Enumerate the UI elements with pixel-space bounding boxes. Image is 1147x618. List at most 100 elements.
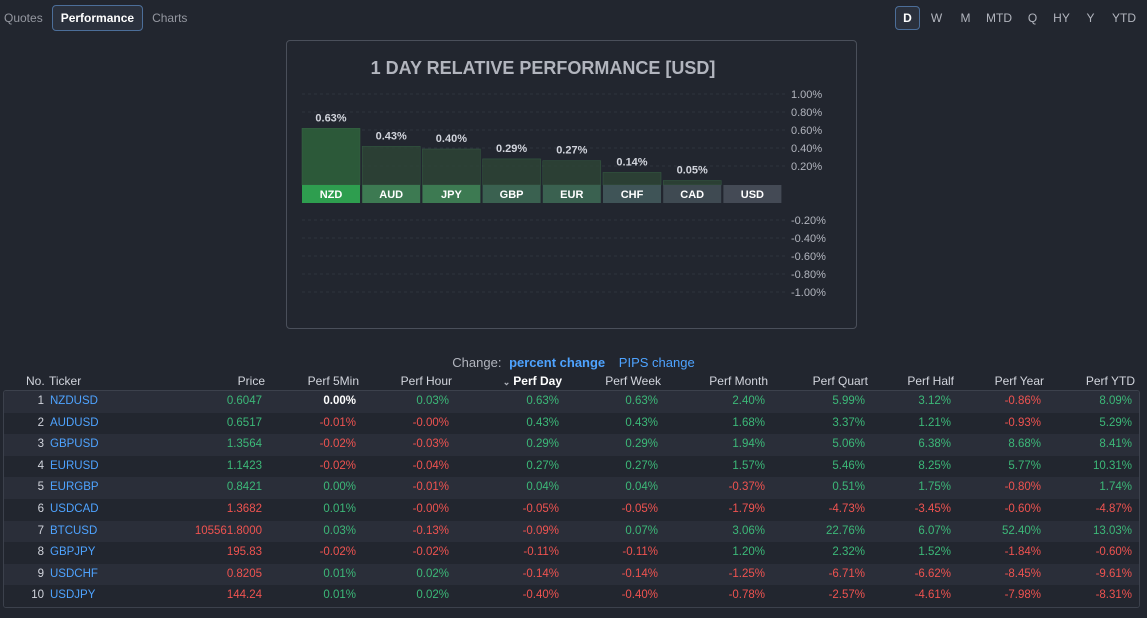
- period-ytd-button[interactable]: YTD: [1112, 11, 1136, 25]
- perf-cell: 0.07%: [625, 524, 658, 537]
- chart-bar: [602, 172, 662, 186]
- perf-cell: -6.62%: [914, 567, 951, 580]
- table-row[interactable]: 1 NZDUSD 0.6047 0.00% 0.03% 0.63% 0.63% 2.40% 5.…: [4, 391, 1139, 413]
- price-cell: 1.3682: [226, 503, 262, 515]
- table-row[interactable]: 10 USDJPY 144.24 0.01% 0.02% -0.40% -0.40% -0.7…: [4, 585, 1139, 607]
- category-label: NZD: [320, 189, 343, 201]
- ticker-link[interactable]: USDCHF: [50, 567, 98, 580]
- perf-cell: -0.86%: [1004, 395, 1041, 407]
- table-row[interactable]: 6 USDCAD 1.3682 0.01% -0.00% -0.05% -0.05% -1.7…: [4, 499, 1139, 521]
- table-row[interactable]: 9 USDCHF 0.8205 0.01% 0.02% -0.14% -0.14% -1.25…: [4, 563, 1139, 586]
- column-header-perf-5min[interactable]: Perf 5Min: [307, 374, 359, 388]
- perf-cell: 3.06%: [732, 524, 765, 537]
- ticker-link[interactable]: USDJPY: [50, 589, 96, 602]
- column-header-ticker[interactable]: Ticker: [49, 374, 82, 388]
- perf-cell: 2.40%: [732, 395, 765, 407]
- bar-value-label: 0.27%: [556, 145, 587, 157]
- column-header-perf-half[interactable]: Perf Half: [907, 374, 954, 388]
- category-label: AUD: [379, 189, 403, 201]
- category-label-box: [482, 185, 541, 203]
- table-row[interactable]: 7 BTCUSD 105561.8000 0.03% -0.13% -0.09% 0.07%…: [4, 520, 1139, 543]
- perf-cell: 22.76%: [825, 524, 865, 537]
- ticker-link[interactable]: USDCAD: [50, 503, 99, 515]
- pips-change-option[interactable]: PIPS change: [618, 355, 695, 370]
- ticker-link[interactable]: EURUSD: [50, 459, 99, 472]
- perf-cell: -0.11%: [622, 546, 658, 559]
- row-number: 3: [37, 438, 44, 451]
- perf-cell: -0.80%: [1004, 481, 1041, 494]
- price-cell: 0.6517: [226, 416, 262, 429]
- table-row[interactable]: 3 GBPUSD 1.3564 -0.02% -0.03% 0.29% 0.29% 1.94%…: [4, 434, 1139, 456]
- table-row[interactable]: 8 GBPJPY 195.83 -0.02% -0.02% -0.11% -0.11% 1.2…: [4, 542, 1139, 564]
- price-cell: 0.8205: [226, 567, 262, 580]
- ticker-link[interactable]: AUDUSD: [50, 416, 99, 429]
- perf-cell: 5.99%: [832, 395, 865, 407]
- perf-cell: 1.68%: [732, 416, 765, 429]
- table-row[interactable]: 2 AUDUSD 0.6517 -0.01% -0.00% 0.43% 0.43% 1.68%…: [4, 412, 1139, 435]
- y-tick-label: 0.60%: [791, 125, 822, 137]
- perf-cell: 1.52%: [918, 546, 951, 559]
- column-header-perf-year[interactable]: Perf Year: [994, 374, 1044, 388]
- period-w-button[interactable]: W: [930, 11, 943, 25]
- ticker-link[interactable]: BTCUSD: [50, 524, 98, 537]
- column-header-perf-ytd[interactable]: Perf YTD: [1085, 374, 1135, 388]
- percent-change-option[interactable]: percent change: [509, 355, 606, 370]
- ticker-link[interactable]: GBPUSD: [50, 438, 99, 451]
- y-tick-label: -0.20%: [791, 215, 826, 227]
- tab-quotes[interactable]: Quotes: [4, 11, 43, 25]
- ticker-link[interactable]: EURGBP: [50, 481, 99, 494]
- y-tick-label: -0.60%: [791, 251, 826, 263]
- perf-cell: -0.02%: [319, 438, 356, 451]
- period-m-button[interactable]: M: [960, 11, 971, 25]
- perf-cell: 0.04%: [526, 481, 559, 494]
- perf-cell: -0.60%: [1004, 503, 1041, 515]
- period-y-button[interactable]: Y: [1086, 11, 1095, 25]
- ticker-link[interactable]: NZDUSD: [50, 395, 98, 407]
- column-header-perf-hour[interactable]: Perf Hour: [400, 374, 452, 388]
- category-label-box: [663, 185, 722, 203]
- column-header-price[interactable]: Price: [237, 374, 265, 388]
- perf-cell: -0.11%: [523, 546, 559, 559]
- period-q-button[interactable]: Q: [1027, 11, 1038, 25]
- perf-cell: 5.06%: [832, 438, 865, 451]
- chart-bar: [361, 146, 421, 186]
- bar-value-label: 0.29%: [496, 143, 527, 155]
- ticker-link[interactable]: GBPJPY: [50, 546, 96, 559]
- perf-cell: 1.21%: [918, 416, 951, 429]
- column-header-perf-day[interactable]: ⌄ Perf Day: [503, 374, 562, 388]
- period-mtd-button[interactable]: MTD: [986, 11, 1012, 25]
- bar-value-label: 0.14%: [616, 156, 647, 168]
- row-number: 6: [37, 503, 44, 515]
- column-header-perf-quart[interactable]: Perf Quart: [812, 374, 868, 388]
- tab-performance[interactable]: Performance: [51, 5, 144, 31]
- perf-cell: 0.02%: [416, 589, 449, 602]
- y-tick-label: 0.20%: [791, 161, 822, 173]
- change-label: Change:: [452, 355, 502, 370]
- perf-cell: 0.03%: [323, 524, 356, 537]
- perf-cell: 8.25%: [918, 459, 951, 472]
- column-header-perf-month[interactable]: Perf Month: [709, 374, 768, 388]
- tab-charts[interactable]: Charts: [152, 11, 188, 25]
- performance-chart: 1.00% 0.80% 0.60% 0.40% 0.20% -0.20% -0.40% -0.…: [301, 89, 826, 299]
- y-tick-label: 1.00%: [791, 89, 822, 101]
- perf-cell: -0.14%: [522, 567, 559, 580]
- column-header-no[interactable]: No.: [26, 374, 45, 388]
- perf-cell: 52.40%: [1001, 524, 1041, 537]
- column-header-perf-week[interactable]: Perf Week: [605, 374, 661, 388]
- period-d-button[interactable]: D: [895, 6, 920, 30]
- perf-cell: -1.25%: [728, 567, 765, 580]
- y-tick-label: -0.80%: [791, 269, 826, 281]
- period-hy-button[interactable]: HY: [1053, 11, 1070, 25]
- row-number: 2: [37, 416, 44, 429]
- perf-cell: -3.45%: [914, 503, 951, 515]
- perf-cell: 0.63%: [526, 395, 559, 407]
- table-row[interactable]: 4 EURUSD 1.1423 -0.02% -0.04% 0.27% 0.27% 1.57%…: [4, 455, 1139, 478]
- perf-cell: 3.37%: [832, 416, 865, 429]
- perf-cell: -4.61%: [914, 589, 951, 602]
- category-label: USD: [741, 189, 764, 201]
- perf-cell: 8.09%: [1099, 395, 1132, 407]
- perf-cell: 1.75%: [918, 481, 951, 494]
- category-label-box: [362, 185, 421, 203]
- row-number: 10: [31, 589, 44, 602]
- table-row[interactable]: 5 EURGBP 0.8421 0.00% -0.01% 0.04% 0.04% -0.37%…: [4, 477, 1139, 499]
